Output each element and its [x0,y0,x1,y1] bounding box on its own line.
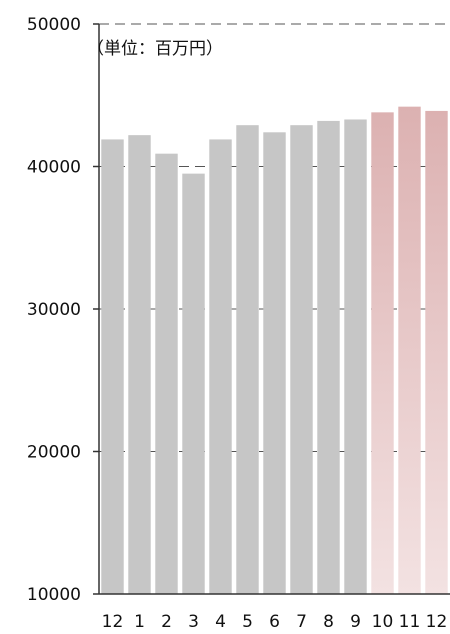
bar [317,120,340,595]
y-tick-label: 10000 [27,585,81,605]
unit-note: （単位：百万円） [87,39,223,59]
x-tick-label: 11 [399,612,421,632]
x-tick-label: 5 [242,612,253,632]
bar [398,106,421,595]
x-tick-label: 12 [102,612,124,632]
bar [263,132,286,595]
y-tick-label: 20000 [27,443,81,463]
x-tick-label: 3 [188,612,199,632]
x-tick-label: 10 [372,612,394,632]
x-tick-labels: 12 1 2 3 4 5 6 7 8 9 10 11 12 [102,612,448,632]
bar [155,153,178,595]
x-tick-label: 4 [215,612,226,632]
x-tick-label: 7 [296,612,307,632]
x-tick-label: 1 [134,612,145,632]
bar [371,112,394,594]
x-tick-label: 8 [323,612,334,632]
y-tick-label: 30000 [27,300,81,320]
axes [93,23,450,595]
bar [290,125,313,595]
bars [101,106,448,595]
bar [101,139,124,595]
bar [344,119,367,594]
y-tick-label: 50000 [27,15,81,35]
y-tick-label: 40000 [27,158,81,178]
bar [209,139,232,595]
bar [182,173,205,594]
x-tick-label: 12 [426,612,448,632]
x-tick-label: 9 [350,612,361,632]
x-tick-label: 2 [161,612,172,632]
bar [425,110,448,595]
bar [128,135,151,594]
y-tick-labels: 10000 20000 30000 40000 50000 [27,15,81,605]
x-tick-label: 6 [269,612,280,632]
bar [236,125,259,595]
